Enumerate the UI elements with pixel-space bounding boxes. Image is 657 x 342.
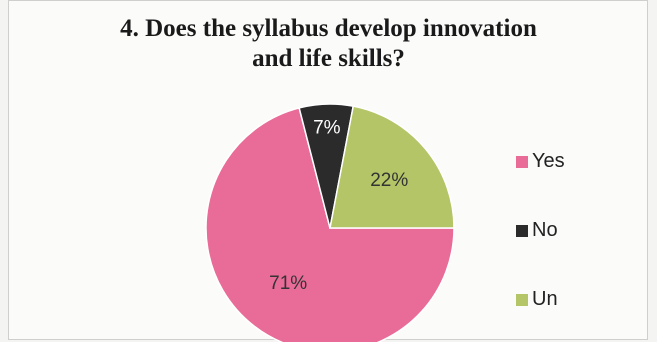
legend-item-yes: Yes (516, 150, 565, 173)
chart-title-line-2: and life skills? (252, 45, 405, 72)
pie-slice-yes (205, 106, 455, 342)
legend-label-no: No (532, 219, 558, 241)
data-label-un: 22% (370, 170, 408, 191)
legend-item-no: No (516, 219, 558, 242)
chart-title-line-1: 4. Does the syllabus develop innovation (120, 15, 537, 42)
chart-title: 4. Does the syllabus develop innovation … (0, 14, 657, 74)
legend-item-un: Un (516, 288, 558, 311)
legend-swatch-un (516, 293, 528, 306)
legend-swatch-no (516, 224, 528, 237)
legend-swatch-yes (516, 155, 528, 168)
data-label-no: 7% (313, 117, 341, 138)
pie-slice-un (329, 105, 455, 229)
legend-label-un: Un (532, 288, 558, 310)
data-label-yes: 71% (269, 273, 307, 294)
legend-label-yes: Yes (532, 150, 565, 172)
